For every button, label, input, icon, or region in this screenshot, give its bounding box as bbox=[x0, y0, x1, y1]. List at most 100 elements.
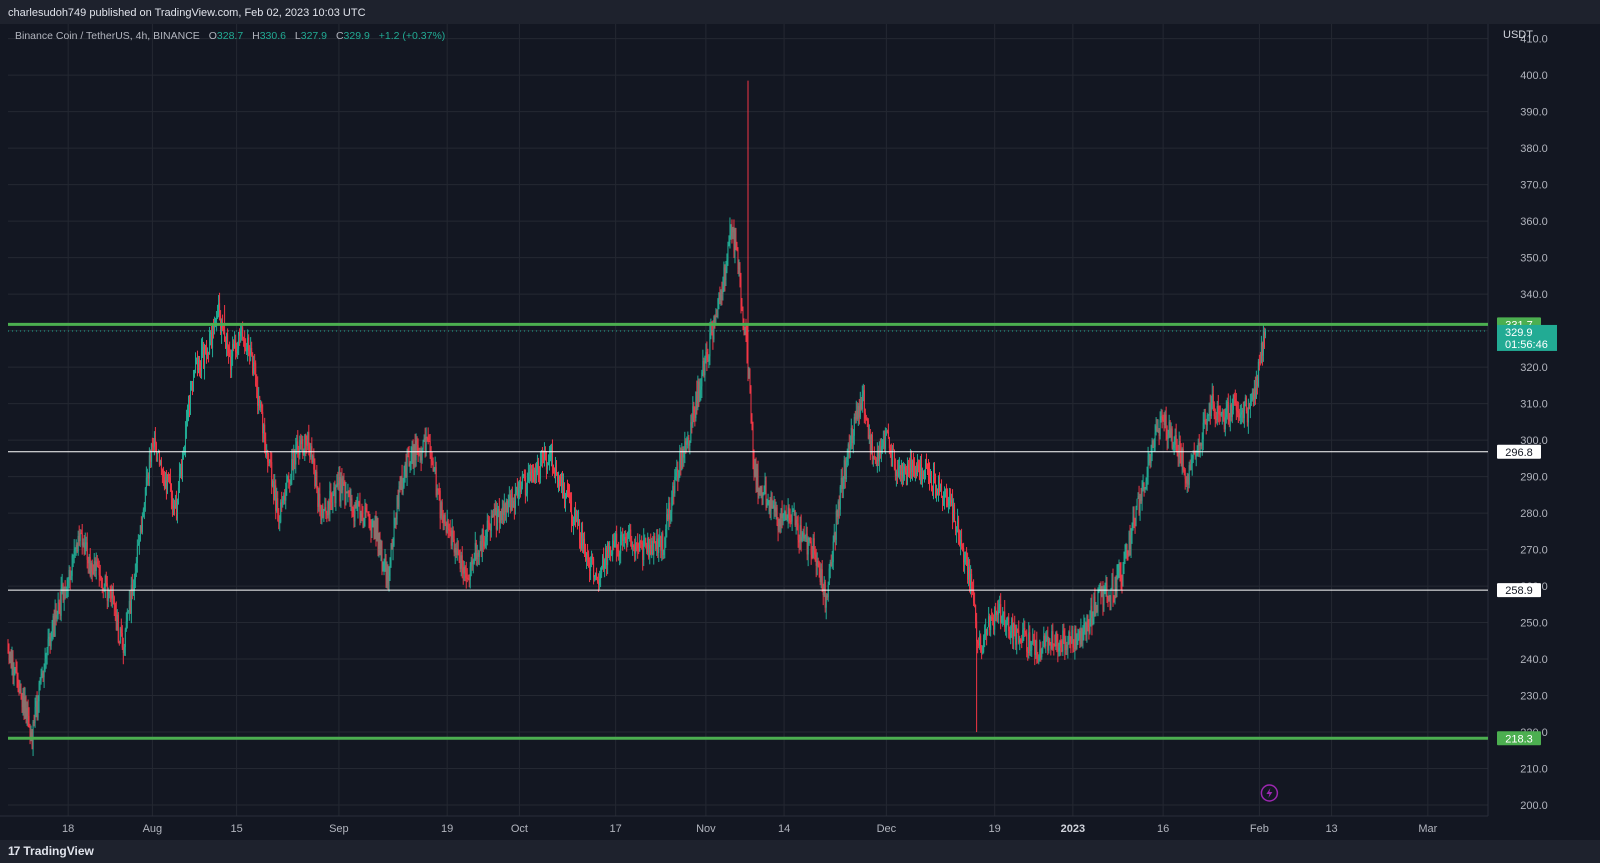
candle bbox=[643, 528, 645, 567]
candle bbox=[991, 608, 993, 621]
candle bbox=[582, 521, 584, 553]
candle-body bbox=[1075, 628, 1077, 649]
candle bbox=[296, 434, 298, 455]
candle-body bbox=[466, 577, 468, 579]
candle bbox=[629, 523, 631, 542]
candle-body bbox=[501, 507, 503, 521]
candle bbox=[631, 535, 633, 550]
candle-body bbox=[1245, 397, 1247, 412]
candle bbox=[357, 493, 359, 519]
candle bbox=[684, 431, 686, 464]
candle-body bbox=[912, 460, 914, 467]
candle bbox=[1116, 564, 1118, 598]
candle-body bbox=[52, 615, 54, 632]
candle bbox=[681, 443, 683, 471]
candle-body bbox=[263, 424, 265, 434]
candle-body bbox=[386, 568, 388, 581]
candle-body bbox=[782, 514, 784, 519]
candle bbox=[618, 541, 620, 561]
candle bbox=[376, 516, 378, 542]
candle-body bbox=[714, 316, 716, 318]
candle bbox=[353, 504, 355, 528]
candle bbox=[476, 544, 478, 567]
candle-body bbox=[910, 459, 912, 473]
candle-body bbox=[490, 515, 492, 531]
candle-body bbox=[1093, 596, 1095, 619]
candle-body bbox=[283, 495, 285, 500]
candle-body bbox=[852, 435, 854, 444]
candle-body bbox=[1045, 640, 1047, 647]
candle-body bbox=[150, 443, 152, 462]
candle bbox=[372, 518, 374, 528]
candle-body bbox=[423, 438, 425, 442]
candle bbox=[879, 438, 881, 459]
candle-body bbox=[472, 563, 474, 565]
candle-body bbox=[527, 473, 529, 481]
candle bbox=[423, 434, 425, 443]
candle-body bbox=[198, 366, 200, 373]
candle bbox=[641, 535, 643, 550]
candle bbox=[701, 369, 703, 399]
candle-body bbox=[1261, 343, 1263, 356]
candle bbox=[987, 627, 989, 636]
candle-body bbox=[383, 563, 385, 567]
candle bbox=[568, 483, 570, 498]
candle-body bbox=[370, 528, 372, 533]
price-tick-label: 230.0 bbox=[1520, 691, 1548, 703]
candle-body bbox=[950, 498, 952, 504]
candle-body bbox=[528, 471, 530, 474]
candle-body bbox=[571, 501, 573, 523]
candle bbox=[747, 80, 749, 382]
candle bbox=[1162, 414, 1164, 422]
candle-body bbox=[914, 469, 916, 471]
candle bbox=[1243, 401, 1245, 428]
candle-body bbox=[707, 360, 709, 362]
candle bbox=[812, 534, 814, 559]
tradingview-logo[interactable]: 17 TradingView bbox=[8, 844, 94, 858]
candle bbox=[172, 498, 174, 516]
candle bbox=[379, 531, 381, 556]
candle bbox=[375, 510, 377, 547]
candle-body bbox=[841, 477, 843, 490]
candle-body bbox=[219, 303, 221, 316]
candle bbox=[373, 520, 375, 540]
candle bbox=[654, 532, 656, 544]
candle-body bbox=[173, 505, 175, 509]
candle bbox=[176, 498, 178, 524]
candle-body bbox=[1126, 544, 1128, 552]
candle bbox=[825, 593, 827, 620]
candle-body bbox=[276, 498, 278, 511]
candle-body bbox=[342, 482, 344, 490]
candle-body bbox=[485, 536, 487, 542]
candle-body bbox=[210, 332, 212, 335]
candle bbox=[934, 462, 936, 484]
candle-body bbox=[771, 498, 773, 509]
candle bbox=[311, 437, 313, 464]
candle-body bbox=[22, 692, 24, 708]
candle-body bbox=[1116, 569, 1118, 589]
candle-body bbox=[1074, 628, 1076, 649]
candle-body bbox=[7, 648, 9, 650]
candle-body bbox=[1128, 532, 1130, 555]
candle bbox=[365, 502, 367, 518]
candle-body bbox=[696, 391, 698, 408]
candle-body bbox=[158, 451, 160, 465]
candle bbox=[940, 483, 942, 492]
candle-body bbox=[588, 554, 590, 563]
candle-body bbox=[83, 542, 85, 555]
time-tick-label: 2023 bbox=[1061, 823, 1085, 835]
candle bbox=[841, 467, 843, 499]
candle-body bbox=[230, 356, 232, 370]
candle bbox=[337, 471, 339, 490]
high-label: H bbox=[252, 30, 260, 42]
candle-body bbox=[883, 439, 885, 450]
candle-body bbox=[38, 683, 40, 702]
candle bbox=[822, 583, 824, 606]
candle bbox=[347, 483, 349, 503]
candle bbox=[901, 462, 903, 487]
candle bbox=[1199, 442, 1201, 458]
candle bbox=[1055, 631, 1057, 651]
candle-body bbox=[88, 557, 90, 564]
price-chart[interactable]: 200.0210.0220.0230.0240.0250.0260.0270.0… bbox=[0, 24, 1600, 840]
candle bbox=[100, 575, 102, 588]
